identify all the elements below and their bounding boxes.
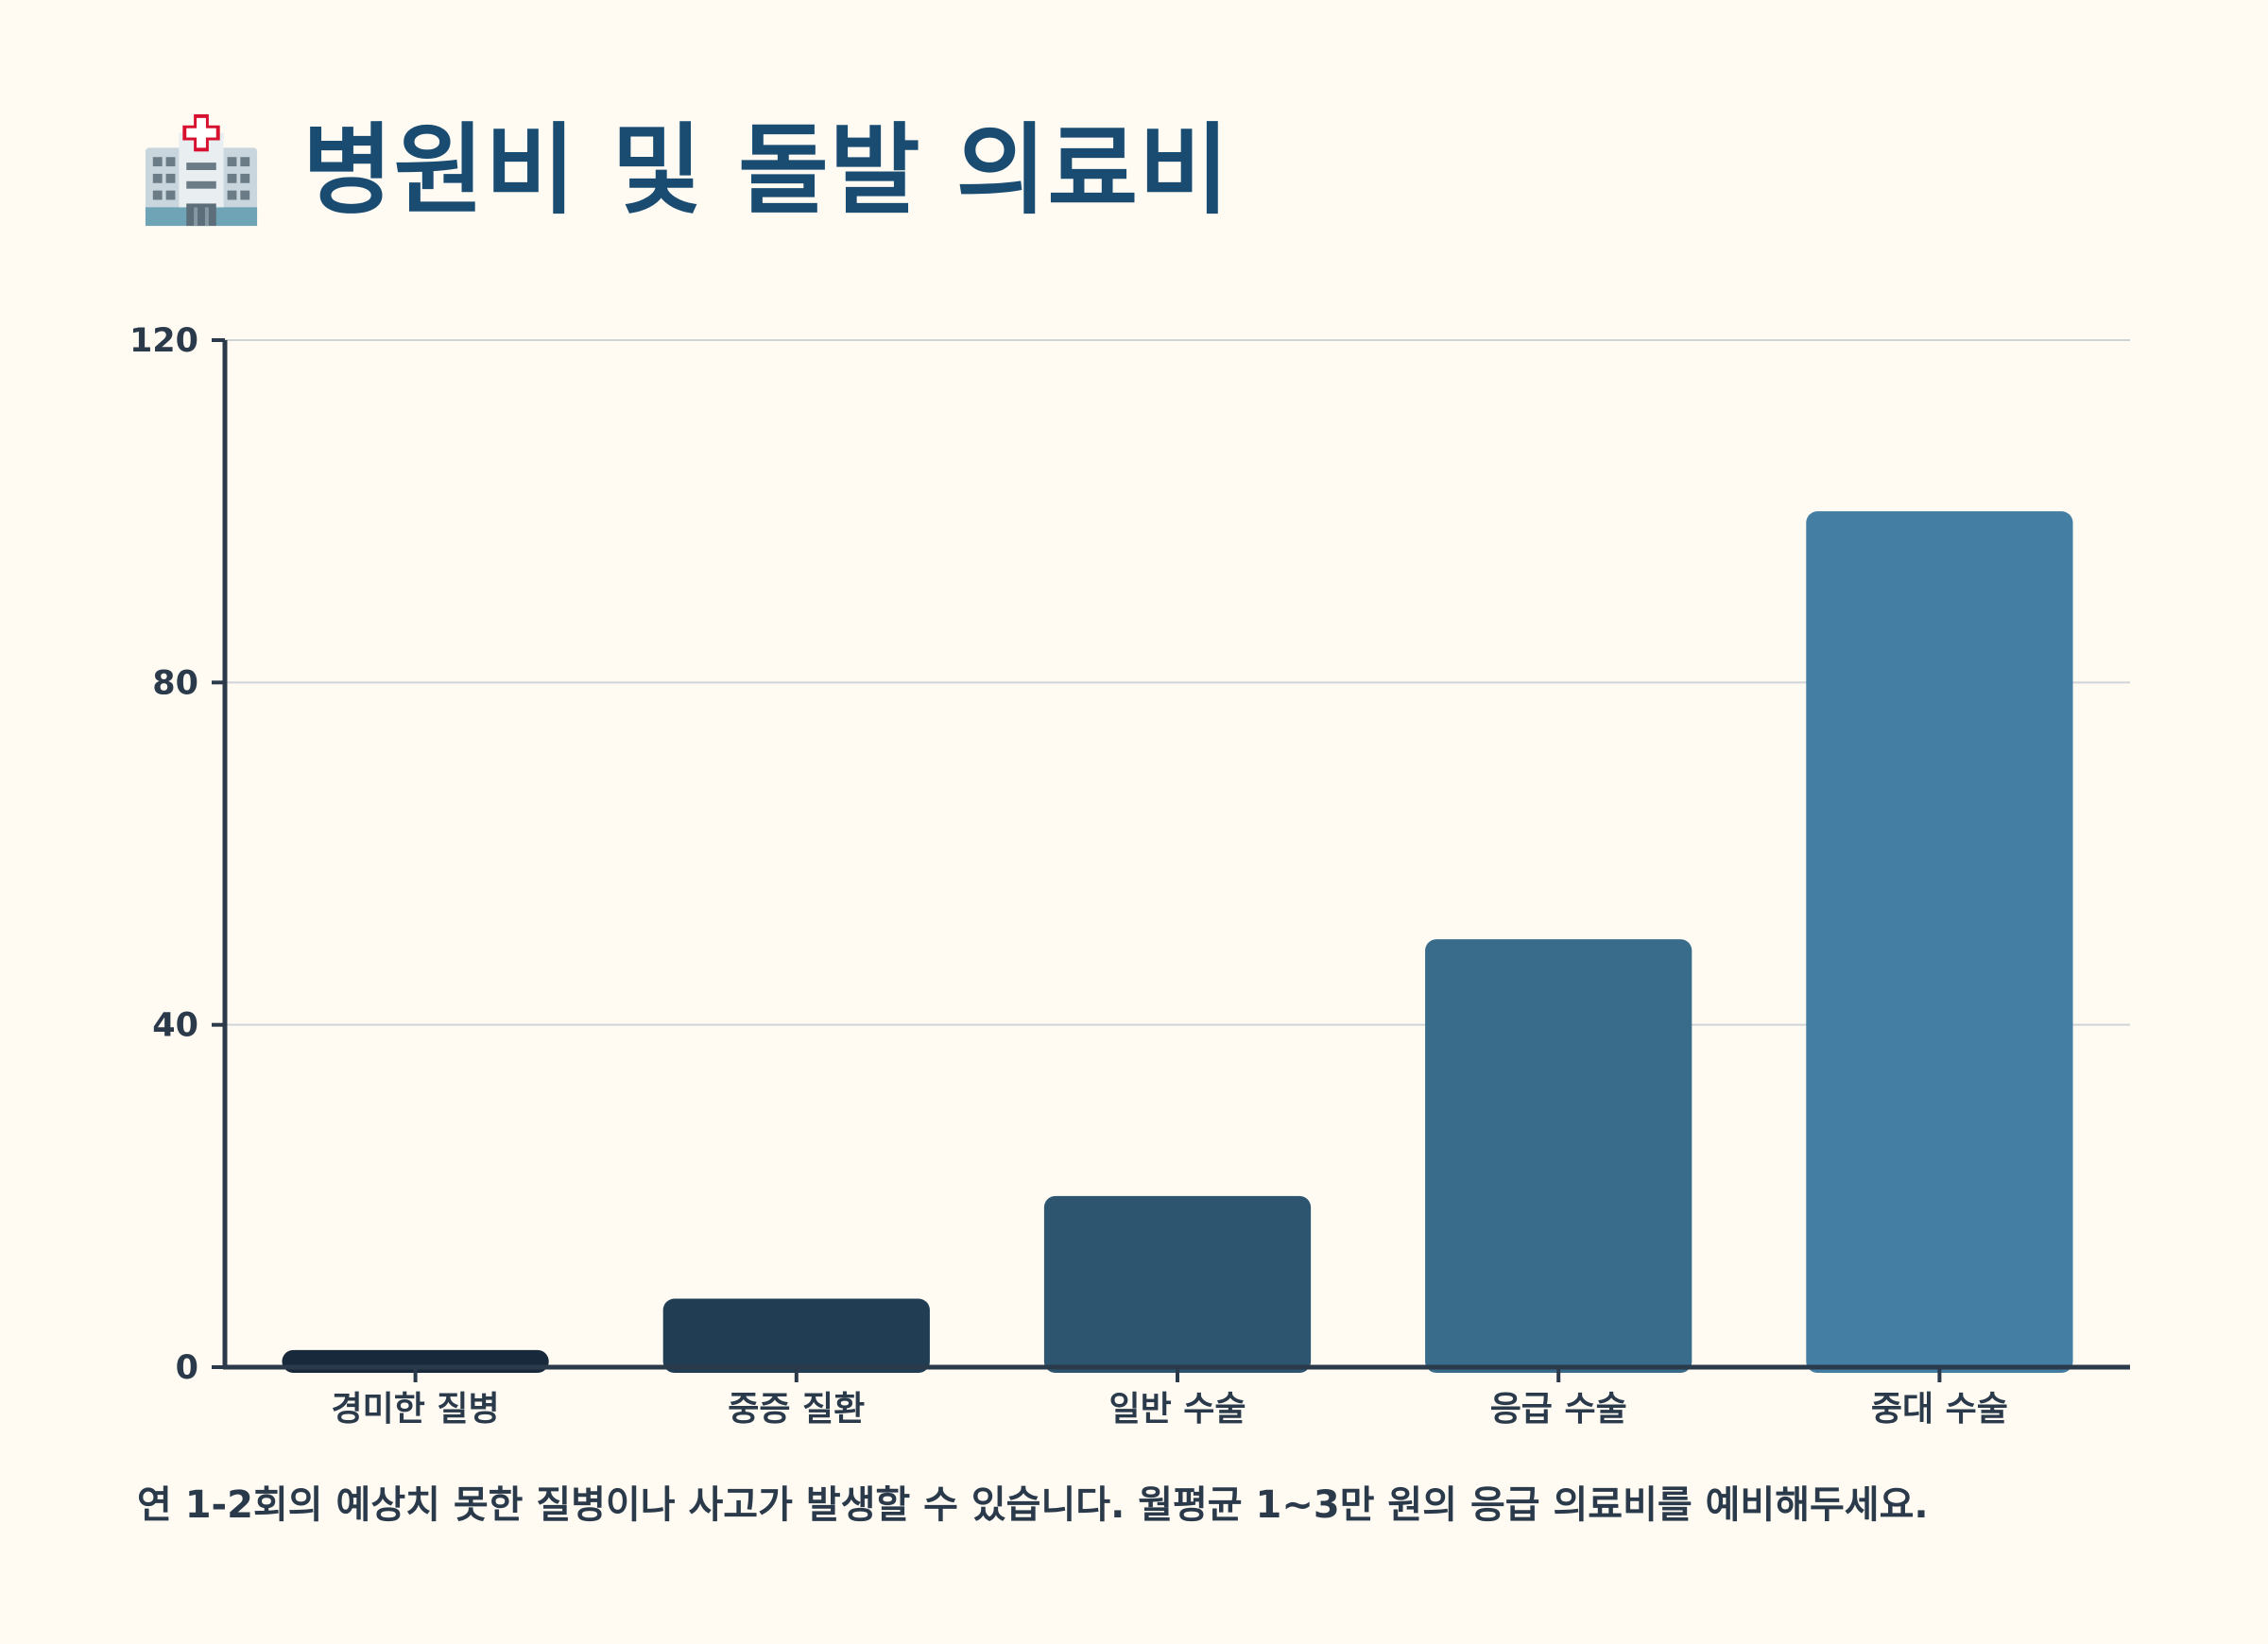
bar-4 <box>1425 939 1692 1373</box>
x-tick-label: 일반 수술 <box>1108 1390 1246 1429</box>
x-tick-label: 중대 수술 <box>1871 1390 2008 1429</box>
x-tick-label: 중증 질환 <box>728 1390 865 1429</box>
bar-5 <box>1806 511 2073 1373</box>
bar-3 <box>1043 1195 1312 1373</box>
y-tick-label: 40 <box>152 1007 198 1045</box>
chart-header: 병원비 및 돌발 의료비 <box>142 104 1230 236</box>
chart-title: 병원비 및 돌발 의료비 <box>302 112 1230 228</box>
y-tick-label: 120 <box>129 322 198 360</box>
chart-footnote: 연 1-2회의 예상치 못한 질병이나 사고가 발생할 수 있습니다. 월평균 … <box>137 1483 1929 1527</box>
y-tick-label: 0 <box>176 1349 198 1387</box>
x-tick-label: 경미한 질병 <box>332 1390 500 1429</box>
y-tick-label: 80 <box>152 664 198 702</box>
bar-2 <box>662 1298 930 1373</box>
hospital-icon <box>145 113 258 227</box>
x-tick-label: 응급 수술 <box>1490 1390 1627 1429</box>
